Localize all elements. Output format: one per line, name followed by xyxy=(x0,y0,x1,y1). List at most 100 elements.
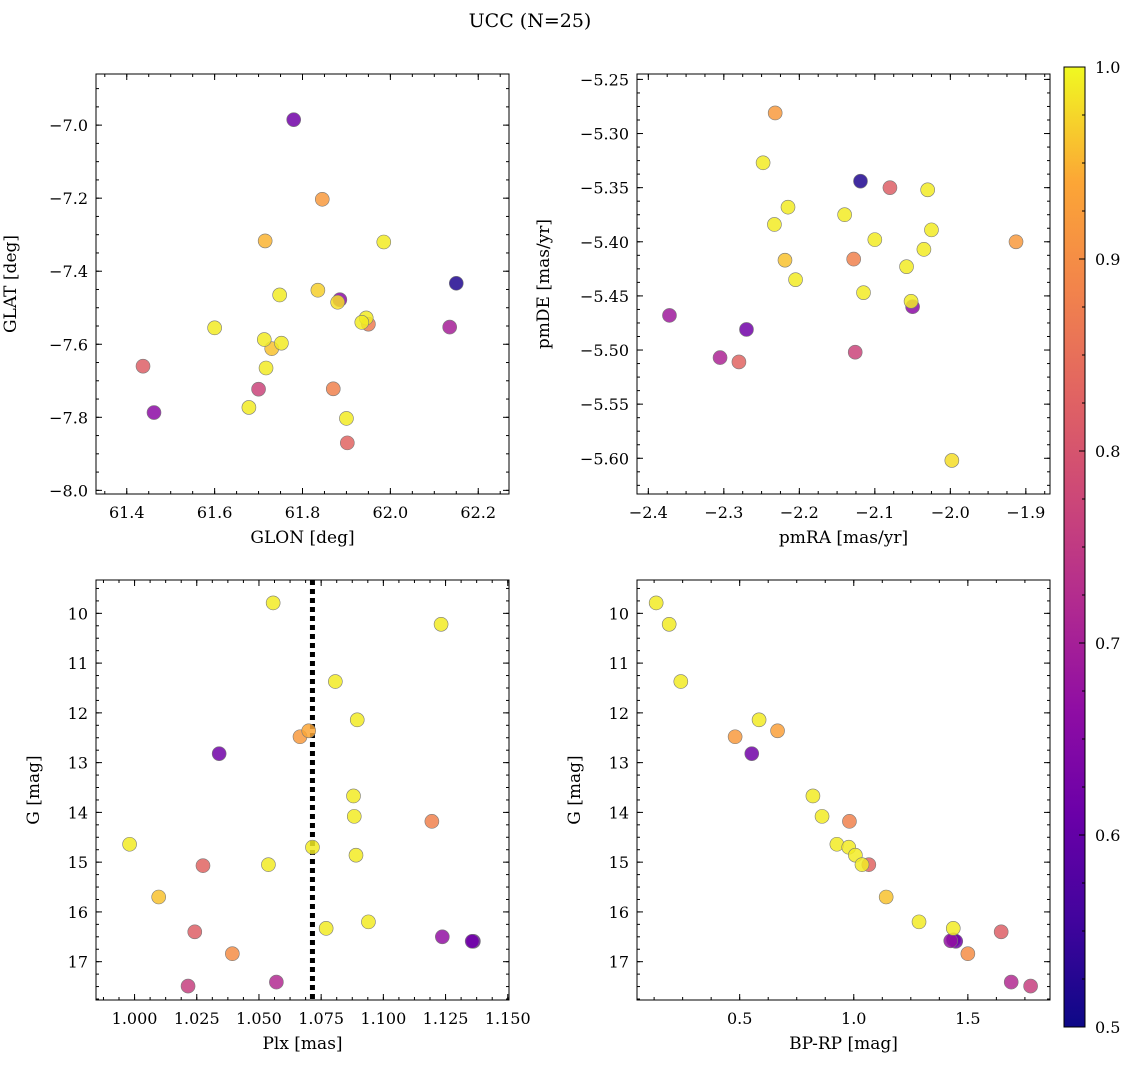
data-point xyxy=(867,232,883,247)
data-point xyxy=(435,929,450,945)
data-point xyxy=(256,332,272,347)
data-point xyxy=(340,435,355,451)
data-point xyxy=(325,381,341,397)
data-point xyxy=(318,921,334,936)
data-point xyxy=(993,924,1009,940)
data-point xyxy=(464,933,480,949)
x-tick-label: 1.000 xyxy=(112,1009,158,1028)
y-tick-label: −5.35 xyxy=(580,179,629,198)
x-tick-label: 1.050 xyxy=(236,1009,282,1028)
y-tick-label: 10 xyxy=(609,604,629,623)
y-tick-label: 14 xyxy=(68,803,88,822)
data-point xyxy=(330,294,345,310)
data-point xyxy=(361,914,376,930)
y-tick-label: −7.0 xyxy=(49,116,88,135)
y-tick-label: −7.8 xyxy=(49,408,88,427)
y-tick-label: 16 xyxy=(68,903,88,922)
x-tick-label: 62.2 xyxy=(460,503,496,522)
data-point xyxy=(777,252,793,268)
x-tick-label: 1.125 xyxy=(423,1009,469,1028)
data-point xyxy=(187,924,203,940)
data-point xyxy=(207,320,222,336)
y-tick-label: 15 xyxy=(68,853,88,872)
data-point xyxy=(274,335,289,351)
data-point xyxy=(854,857,870,872)
data-point xyxy=(258,360,274,376)
data-point xyxy=(135,358,151,374)
data-point xyxy=(712,350,728,365)
y-tick-label: 17 xyxy=(609,953,629,972)
data-point xyxy=(788,272,803,287)
x-tick-label: 61.4 xyxy=(109,503,145,522)
y-tick-label: −5.40 xyxy=(580,233,629,252)
data-point xyxy=(348,847,364,863)
panel-plx-g: 1.000 1.025 1.050 1.075 1.100 1.125 1.150 10 11 1… xyxy=(24,579,531,1054)
panel-pmra-pmde: −2.4 −2.3 −2.2 −2.1 −2.0 −1.9 −5.60 −5.55 −5.50 −… xyxy=(534,70,1051,548)
y-tick-label: 11 xyxy=(609,654,629,673)
data-point xyxy=(943,933,959,949)
y-axis-label: pmDE [mas/yr] xyxy=(534,219,554,349)
data-point xyxy=(739,322,754,337)
x-tick-label: 1.025 xyxy=(174,1009,220,1028)
data-point xyxy=(269,974,284,990)
data-point xyxy=(272,287,287,303)
y-tick-label: −5.25 xyxy=(580,70,629,89)
plot-frame-bprp-g xyxy=(636,579,1051,1001)
data-point xyxy=(1003,974,1019,990)
data-point xyxy=(180,978,196,994)
colorbar-tick-label: 0.9 xyxy=(1095,250,1120,269)
data-point xyxy=(944,453,960,468)
data-point xyxy=(339,411,354,426)
colorbar-tick-label: 1.0 xyxy=(1095,58,1120,77)
data-point xyxy=(920,182,935,198)
data-point xyxy=(770,723,785,739)
y-tick-label: 11 xyxy=(68,654,88,673)
data-point xyxy=(882,180,898,195)
data-point xyxy=(916,242,932,257)
data-point xyxy=(911,914,927,930)
data-point xyxy=(286,112,302,127)
x-axis-label: BP-RP [mag] xyxy=(789,1034,898,1054)
data-point xyxy=(727,729,743,745)
data-point xyxy=(424,814,440,829)
x-tick-label: 62.0 xyxy=(373,503,409,522)
panel-glon-glat: 61.4 61.6 61.8 62.0 62.2 −8.0 −7.8 −7.6 −7.4 −7.2… xyxy=(1,73,510,548)
data-point xyxy=(314,191,330,207)
colorbar-gradient xyxy=(1063,66,1086,1028)
colorbar-tick-label: 0.8 xyxy=(1095,442,1120,461)
data-point xyxy=(305,839,320,855)
y-tick-label: −7.4 xyxy=(49,262,88,281)
plot-frame-pmra-pmde xyxy=(636,73,1051,495)
data-point xyxy=(837,207,852,223)
data-point xyxy=(211,746,227,761)
data-point xyxy=(648,595,664,611)
data-point xyxy=(225,946,240,962)
x-tick-label: 1.100 xyxy=(360,1009,406,1028)
data-point xyxy=(853,173,868,189)
data-point xyxy=(301,723,317,739)
y-tick-label: 14 xyxy=(609,803,629,822)
x-tick-label: −2.3 xyxy=(704,503,743,522)
data-point xyxy=(856,285,871,300)
x-tick-label: 1.0 xyxy=(841,1009,866,1028)
x-tick-label: 61.6 xyxy=(197,503,233,522)
data-point xyxy=(945,921,961,936)
x-axis-label: GLON [deg] xyxy=(250,528,354,548)
data-point xyxy=(448,275,464,291)
y-axis-label: G [mag] xyxy=(565,755,585,824)
x-tick-label: 1.075 xyxy=(298,1009,344,1028)
x-axis-label: pmRA [mas/yr] xyxy=(779,528,908,548)
data-point xyxy=(903,294,919,309)
y-tick-label: −5.30 xyxy=(580,125,629,144)
data-point xyxy=(251,381,266,397)
x-tick-label: −2.0 xyxy=(931,503,970,522)
y-tick-label: 12 xyxy=(609,704,629,723)
y-tick-label: −7.2 xyxy=(49,189,88,208)
x-tick-label: 0.5 xyxy=(727,1009,752,1028)
y-axis-label: G [mag] xyxy=(24,755,44,824)
y-tick-label: 16 xyxy=(609,903,629,922)
data-point xyxy=(354,315,370,330)
y-tick-label: 13 xyxy=(609,754,629,773)
figure-title: UCC (N=25) xyxy=(469,10,592,32)
